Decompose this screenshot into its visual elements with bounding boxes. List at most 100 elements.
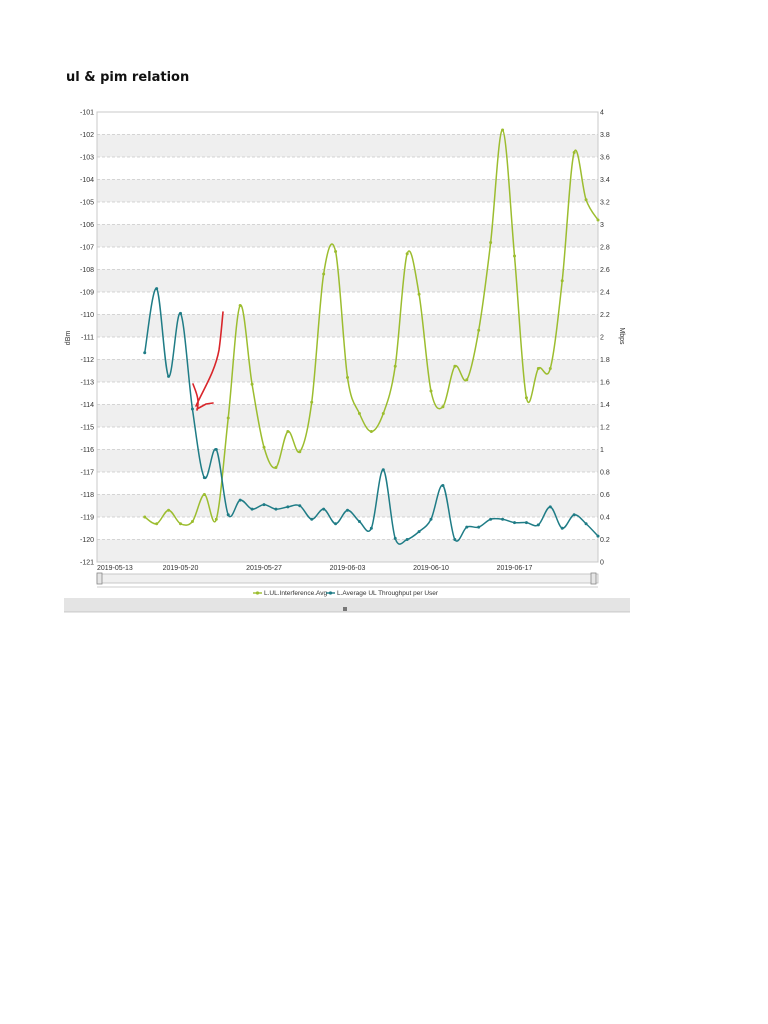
plot-border bbox=[96, 111, 599, 563]
right-tick-label: 0.6 bbox=[600, 492, 610, 499]
data-point bbox=[322, 272, 326, 276]
left-tick-label: -121 bbox=[80, 560, 94, 567]
data-point bbox=[524, 396, 528, 400]
left-tick-label: -106 bbox=[80, 222, 94, 229]
data-point bbox=[453, 364, 457, 368]
background-bands bbox=[97, 134, 598, 562]
data-point bbox=[453, 538, 457, 541]
data-point bbox=[393, 536, 397, 540]
right-tick-label: 2.2 bbox=[600, 312, 610, 319]
right-tick-label: 4 bbox=[600, 110, 604, 117]
left-tick-label: -116 bbox=[81, 447, 95, 454]
data-point bbox=[417, 530, 421, 534]
data-point bbox=[441, 484, 445, 487]
legend-marker-interference bbox=[255, 591, 260, 595]
left-tick-label: -105 bbox=[80, 200, 94, 207]
data-point bbox=[167, 374, 171, 378]
data-point bbox=[274, 466, 278, 469]
data-point bbox=[596, 534, 600, 538]
page-title: ul & pim relation bbox=[66, 70, 190, 85]
data-point bbox=[584, 522, 588, 526]
background-band bbox=[97, 314, 598, 337]
series-layer bbox=[143, 128, 600, 545]
left-tick-label: -113 bbox=[81, 380, 95, 387]
data-point bbox=[465, 378, 469, 382]
data-point bbox=[501, 517, 505, 521]
data-point bbox=[250, 382, 254, 386]
range-slider-right-handle[interactable] bbox=[590, 572, 597, 585]
left-tick-label: -103 bbox=[80, 155, 94, 162]
legend-label-throughput: L.Average UL Throughput per User bbox=[337, 590, 439, 597]
x-tick-label: 2019-05-20 bbox=[163, 565, 199, 572]
data-point bbox=[536, 367, 540, 370]
data-point bbox=[346, 376, 349, 379]
left-tick-label: -120 bbox=[80, 537, 94, 544]
data-point bbox=[202, 476, 206, 480]
data-point bbox=[513, 521, 516, 525]
data-point bbox=[322, 507, 326, 511]
background-band bbox=[97, 359, 598, 382]
data-point bbox=[560, 279, 564, 283]
data-point bbox=[298, 450, 302, 454]
data-point bbox=[596, 218, 600, 222]
data-point bbox=[286, 505, 290, 509]
data-point bbox=[238, 498, 242, 502]
annotation-stroke bbox=[192, 311, 224, 411]
left-tick-label: -119 bbox=[81, 515, 95, 522]
right-tick-label: 0.4 bbox=[600, 515, 610, 522]
series-line bbox=[144, 129, 599, 526]
left-tick-label: -118 bbox=[81, 492, 95, 499]
data-point bbox=[417, 292, 421, 296]
data-point bbox=[393, 364, 397, 368]
data-point bbox=[572, 151, 576, 154]
right-tick-label: 3.6 bbox=[600, 155, 610, 162]
data-point bbox=[357, 412, 361, 415]
left-tick-label: -111 bbox=[81, 335, 94, 342]
right-tick-label: 2.4 bbox=[600, 290, 610, 297]
left-tick-label: -108 bbox=[80, 267, 94, 274]
range-slider-track[interactable] bbox=[96, 573, 599, 584]
data-point bbox=[143, 515, 147, 519]
right-tick-label: 2.8 bbox=[600, 245, 610, 252]
legend-marker-throughput bbox=[328, 591, 333, 595]
left-tick-label: -102 bbox=[80, 132, 94, 139]
data-point bbox=[190, 520, 194, 523]
left-axis-label: dBm bbox=[65, 331, 72, 346]
data-point bbox=[143, 351, 147, 355]
right-tick-label: 1.8 bbox=[600, 357, 610, 364]
right-tick-label: 1.6 bbox=[600, 380, 610, 387]
right-tick-label: 2 bbox=[600, 335, 604, 342]
data-point bbox=[155, 522, 159, 526]
toolbar-grip-icon[interactable] bbox=[343, 607, 347, 611]
series-line bbox=[143, 287, 599, 545]
x-tick-label: 2019-05-27 bbox=[246, 565, 282, 572]
data-point bbox=[238, 304, 242, 307]
data-point bbox=[513, 254, 516, 258]
data-point bbox=[405, 252, 409, 256]
left-tick-label: -114 bbox=[81, 402, 95, 409]
right-axis: 4 3.8 3.6 3.4 3.2 3 2.8 2.6 2.4 2.2 2 1.8 1.6 1.4 1.2 1… bbox=[600, 110, 610, 567]
background-band bbox=[97, 449, 598, 472]
x-tick-label: 2019-06-17 bbox=[497, 565, 533, 572]
background-band bbox=[97, 539, 598, 562]
right-tick-label: 3.4 bbox=[600, 177, 610, 184]
gridlines bbox=[97, 111, 598, 563]
data-point bbox=[560, 526, 564, 530]
data-point bbox=[179, 311, 182, 315]
range-slider-left-handle[interactable] bbox=[96, 572, 103, 585]
left-tick-label: -104 bbox=[80, 177, 94, 184]
data-point bbox=[155, 287, 159, 291]
left-tick-label: -110 bbox=[81, 312, 95, 319]
data-point bbox=[334, 250, 338, 253]
data-point bbox=[489, 517, 493, 521]
data-point bbox=[274, 507, 278, 511]
data-point bbox=[226, 513, 230, 517]
data-point bbox=[381, 468, 385, 472]
background-band bbox=[97, 179, 598, 202]
right-tick-label: 2.6 bbox=[600, 267, 610, 274]
data-point bbox=[477, 328, 481, 332]
series-throughput bbox=[143, 287, 600, 545]
right-tick-label: 1.2 bbox=[600, 425, 610, 432]
right-tick-label: 3 bbox=[600, 222, 604, 229]
